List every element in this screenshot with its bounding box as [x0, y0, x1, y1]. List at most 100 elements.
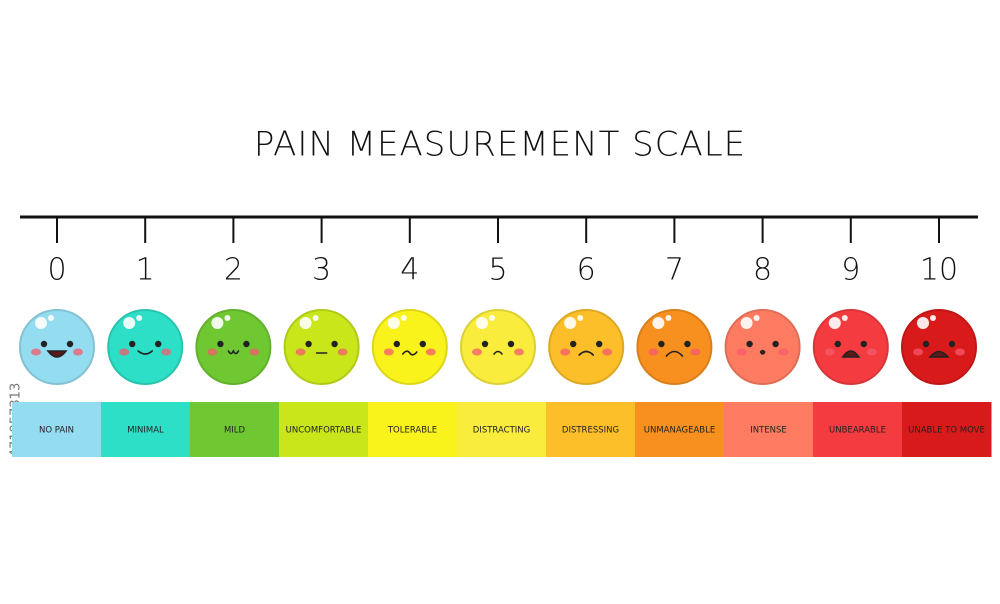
scale-segment: [12, 402, 102, 457]
levels: 0 NO PAIN 1 MINIMAL 2 MILD 3 UNCOMFORTABLE 4 TOLE…: [12, 217, 992, 457]
eye: [481, 340, 489, 348]
scale-segment: [902, 402, 992, 457]
level-label: UNBEARABLE: [829, 426, 886, 436]
level: 0 NO PAIN: [12, 217, 102, 457]
level-label: INTENSE: [750, 426, 787, 436]
level: 1 MINIMAL: [101, 217, 191, 457]
scale-segment: [101, 402, 191, 457]
blush: [824, 348, 835, 356]
face: [724, 309, 801, 385]
eye: [860, 340, 867, 348]
eye: [217, 340, 224, 348]
scale-segment: [546, 402, 636, 457]
blush: [119, 348, 130, 356]
mouth: [401, 350, 418, 356]
eye: [129, 340, 136, 348]
eye: [393, 340, 400, 348]
face-circle: [901, 309, 977, 385]
face-circle: [19, 309, 95, 385]
eye: [305, 340, 312, 348]
highlight: [400, 315, 407, 321]
blush: [383, 348, 394, 356]
mouth: [493, 350, 503, 355]
level-label: UNABLE TO MOVE: [908, 426, 985, 436]
blush: [560, 348, 571, 356]
eye: [684, 340, 691, 348]
blush: [207, 348, 218, 356]
highlight: [387, 317, 400, 329]
level-number: 5: [488, 253, 507, 288]
level: 5 DISTRACTING: [457, 217, 547, 457]
level: 10 UNABLE TO MOVE: [901, 217, 992, 457]
eye: [596, 340, 603, 348]
level-number: 1: [136, 253, 155, 288]
face-circle: [812, 309, 889, 385]
blush: [690, 348, 701, 356]
blush: [602, 348, 613, 356]
blush: [913, 348, 923, 356]
eye: [658, 340, 665, 348]
face: [283, 309, 360, 385]
eye: [243, 340, 250, 348]
highlight: [753, 315, 760, 321]
level-label: MINIMAL: [127, 426, 164, 436]
highlight: [740, 317, 753, 329]
eye: [746, 340, 753, 348]
level-number: 0: [47, 253, 66, 288]
level-label: DISTRACTING: [473, 426, 530, 436]
face-circle: [636, 309, 713, 385]
blush: [955, 348, 965, 356]
highlight: [312, 315, 319, 321]
level-number: 8: [753, 253, 772, 288]
blush: [736, 348, 747, 356]
level: 2 MILD: [190, 217, 280, 457]
level-label: MILD: [224, 426, 246, 436]
blush: [73, 348, 83, 356]
level-label: UNCOMFORTABLE: [286, 426, 362, 436]
face: [636, 309, 713, 385]
face-circle: [724, 309, 801, 385]
scale-segment: [635, 402, 725, 457]
face-circle: [283, 309, 360, 385]
highlight: [48, 315, 54, 321]
level: 9 UNBEARABLE: [812, 217, 903, 457]
level-label: NO PAIN: [39, 426, 74, 436]
highlight: [828, 317, 841, 329]
mouth: [841, 350, 861, 358]
blush: [514, 348, 524, 356]
level-number: 7: [665, 253, 684, 288]
level-number: 6: [577, 253, 596, 288]
blush: [472, 348, 482, 356]
face-circle: [460, 309, 536, 385]
eye: [834, 340, 841, 348]
highlight: [489, 315, 495, 321]
level-number: 2: [224, 253, 243, 288]
face: [460, 309, 536, 385]
level-label: DISTRESSING: [562, 426, 619, 436]
highlight: [211, 317, 224, 329]
blush: [337, 348, 348, 356]
eye: [922, 340, 930, 348]
highlight: [299, 317, 312, 329]
blush: [31, 348, 41, 356]
scale-segment: [190, 402, 280, 457]
face-circle: [371, 309, 448, 385]
eye: [155, 340, 162, 348]
face: [19, 309, 95, 385]
face: [812, 309, 889, 385]
level-label: TOLERABLE: [387, 426, 437, 436]
mouth: [928, 350, 950, 358]
face-circle: [195, 309, 272, 385]
level-number: 3: [312, 253, 331, 288]
face-circle: [107, 309, 184, 385]
level-number: 9: [841, 253, 860, 288]
blush: [249, 348, 260, 356]
scale-segment: [813, 402, 903, 457]
highlight: [564, 317, 577, 329]
mouth: [759, 349, 766, 355]
eye: [948, 340, 956, 348]
mouth: [578, 350, 595, 356]
highlight: [841, 315, 848, 321]
face: [548, 309, 625, 385]
